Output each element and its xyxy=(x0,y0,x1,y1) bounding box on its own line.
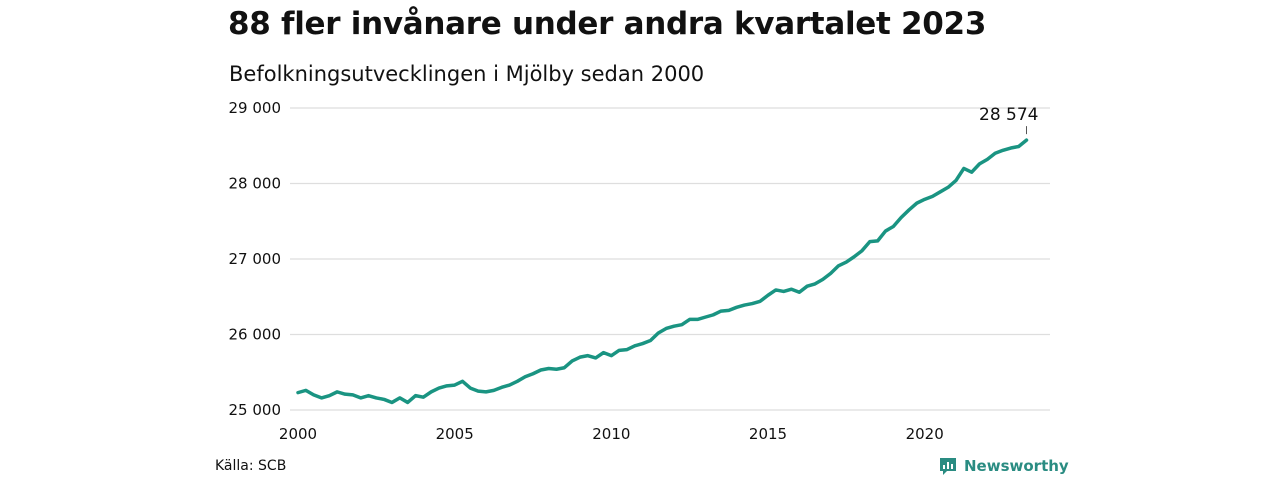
y-tick-label: 25 000 xyxy=(229,401,282,419)
newsworthy-logo[interactable]: Newsworthy xyxy=(938,456,1069,476)
newsworthy-chat-chart-icon xyxy=(940,458,956,475)
chart-subtitle: Befolkningsutvecklingen i Mjölby sedan 2… xyxy=(229,62,705,86)
end-value-label: 28 574 xyxy=(979,105,1038,125)
x-tick-label: 2005 xyxy=(436,425,474,443)
source-note: Källa: SCB xyxy=(215,458,287,474)
chart-title: 88 fler invånare under andra kvartalet 2… xyxy=(228,6,987,42)
y-tick-label: 28 000 xyxy=(229,175,282,193)
y-tick-label: 29 000 xyxy=(229,99,282,117)
x-axis: 2000 2005 2010 2015 2020 xyxy=(279,425,944,443)
y-tick-label: 27 000 xyxy=(229,250,282,268)
y-tick-label: 26 000 xyxy=(229,326,282,344)
x-tick-label: 2020 xyxy=(906,425,944,443)
x-tick-label: 2015 xyxy=(749,425,787,443)
grid-lines xyxy=(290,107,1050,411)
x-tick-label: 2000 xyxy=(279,425,317,443)
brand-name: Newsworthy xyxy=(964,457,1069,475)
y-axis: 25 000 26 000 27 000 28 000 29 000 xyxy=(229,99,282,419)
x-tick-label: 2010 xyxy=(592,425,630,443)
population-line xyxy=(296,138,1029,405)
